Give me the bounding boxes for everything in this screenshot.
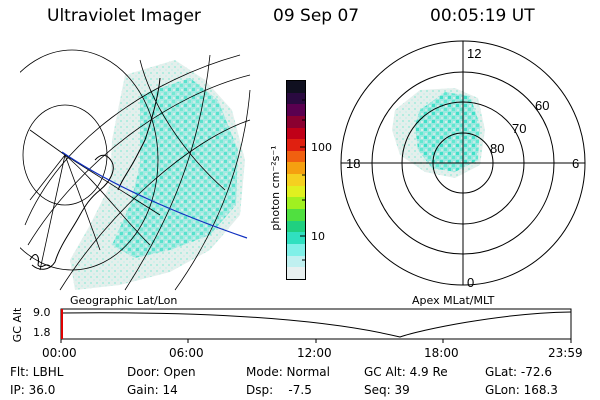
colorbar-segment: [287, 243, 305, 256]
colorbar-tick-100: 100: [311, 141, 332, 154]
info-gc-alt: GC Alt: 4.9 Re: [364, 365, 448, 379]
colorbar-segment: [287, 115, 305, 128]
colorbar-segment: [287, 185, 305, 198]
altitude-ytick-low: 1.8: [33, 326, 51, 339]
info-seq: Seq: 39: [364, 383, 410, 397]
colorbar-segment: [287, 139, 305, 151]
colorbar-segment: [287, 232, 305, 244]
colorbar-segment: [287, 162, 305, 175]
instrument-title: Ultraviolet Imager: [47, 6, 201, 26]
colorbar-segment: [287, 174, 305, 186]
date-label: 09 Sep 07: [273, 6, 360, 26]
time-label: 00:05:19 UT: [430, 6, 535, 26]
colorbar: [286, 80, 306, 280]
altitude-ylabel: GC Alt: [11, 307, 24, 343]
altitude-curve: [60, 311, 572, 338]
lat-label-60: 60: [535, 98, 549, 113]
info-gain: Gain: 14: [127, 383, 178, 397]
colorbar-segment: [287, 104, 305, 116]
mlt-label-12: 12: [467, 46, 481, 61]
aurora-glow-inner: [112, 78, 238, 258]
mlt-label-18: 18: [346, 156, 360, 171]
orbit-track: [61, 151, 248, 239]
colorbar-segment: [287, 267, 305, 279]
info-dsp: Dsp: -7.5: [246, 383, 312, 397]
lat-label-80: 80: [490, 141, 504, 156]
info-flt: Flt: LBHL: [10, 365, 64, 379]
colorbar-segment: [287, 127, 305, 140]
info-mode: Mode: Normal: [246, 365, 330, 379]
colorbar-segment: [287, 197, 305, 210]
info-glat: GLat: -72.6: [485, 365, 552, 379]
time-tick-2359: 23:59: [548, 346, 583, 360]
colorbar-segment: [287, 92, 305, 105]
time-tick-1200: 12:00: [297, 346, 332, 360]
info-door: Door: Open: [127, 365, 196, 379]
polar-aurora-inner: [415, 92, 480, 172]
colorbar-segment: [287, 81, 305, 93]
mlt-label-0: 0: [467, 275, 474, 290]
mlt-label-6: 6: [572, 156, 579, 171]
time-tick-0000: 00:00: [42, 346, 77, 360]
info-ip: IP: 36.0: [10, 383, 56, 397]
time-tick-0600: 06:00: [169, 346, 204, 360]
time-tick-1800: 18:00: [424, 346, 459, 360]
colorbar-segment: [287, 209, 305, 221]
info-glon: GLon: 168.3: [485, 383, 558, 397]
geo-caption: Geographic Lat/Lon: [70, 294, 178, 307]
lat-label-70: 70: [512, 121, 526, 136]
polar-caption: Apex MLat/MLT: [412, 294, 495, 307]
colorbar-tick-10: 10: [311, 230, 325, 243]
altitude-ytick-high: 9.0: [33, 306, 51, 319]
colorbar-segment: [287, 150, 305, 163]
colorbar-segment: [287, 220, 305, 233]
colorbar-segment: [287, 255, 305, 268]
